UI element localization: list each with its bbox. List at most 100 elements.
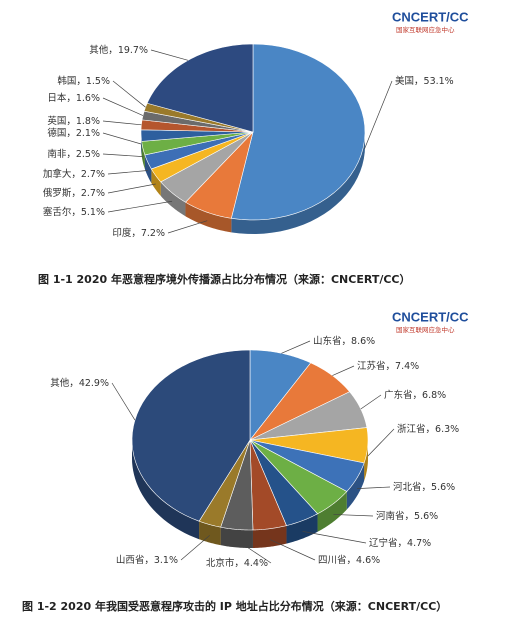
data-label: 其他，42.9% bbox=[50, 377, 109, 389]
slice-side bbox=[231, 132, 365, 234]
slice-side-face bbox=[160, 181, 186, 217]
label-category: 辽宁省 bbox=[369, 537, 398, 549]
label-value: 1.6% bbox=[76, 93, 100, 104]
leader-line bbox=[333, 514, 374, 517]
slice bbox=[249, 439, 287, 531]
label-category: 英国 bbox=[47, 115, 66, 127]
leader-line bbox=[102, 97, 144, 116]
label-category: 山西省 bbox=[116, 554, 145, 566]
slice-side bbox=[220, 527, 253, 548]
label-value: 6.8% bbox=[422, 390, 446, 401]
label-value: 5.6% bbox=[414, 511, 438, 522]
label-separator: ， bbox=[386, 361, 396, 372]
slice-side-shade bbox=[141, 141, 145, 169]
data-label: 其他，19.7% bbox=[89, 44, 148, 56]
label-value: 19.7% bbox=[118, 45, 148, 56]
slice-side bbox=[364, 440, 368, 481]
data-label: 河南省，5.6% bbox=[376, 510, 438, 522]
slice-side-face bbox=[199, 521, 221, 546]
slice-side-shade bbox=[286, 513, 318, 544]
leader-line bbox=[150, 49, 189, 61]
label-category: 河南省 bbox=[376, 510, 405, 522]
label-category: 江苏省 bbox=[357, 360, 386, 372]
leader-line bbox=[107, 183, 156, 194]
slice-side-face bbox=[231, 132, 365, 234]
slice-side bbox=[185, 202, 232, 233]
label-category: 美国 bbox=[395, 75, 414, 87]
leader-line bbox=[269, 539, 316, 561]
slice-side-shade bbox=[317, 491, 347, 532]
slice-side-shade bbox=[252, 525, 287, 548]
data-label: 印度，7.2% bbox=[112, 227, 165, 239]
slice bbox=[160, 131, 254, 203]
slice-side bbox=[151, 168, 161, 196]
leader-line bbox=[364, 80, 393, 150]
logo: CNCERT/CC bbox=[392, 309, 469, 324]
label-separator: ， bbox=[71, 188, 81, 199]
slice bbox=[150, 131, 254, 183]
leader-line bbox=[111, 382, 136, 421]
label-category: 韩国 bbox=[57, 75, 76, 87]
label-separator: ， bbox=[66, 93, 76, 104]
data-label: 俄罗斯，2.7% bbox=[43, 187, 105, 199]
label-separator: ， bbox=[69, 378, 79, 389]
slice-side bbox=[141, 141, 145, 169]
slice bbox=[249, 439, 365, 492]
slice-side-shade bbox=[151, 168, 161, 196]
slice-side-shade bbox=[185, 202, 232, 233]
label-value: 7.4% bbox=[395, 361, 419, 372]
leader-line bbox=[102, 132, 142, 145]
label-value: 4.6% bbox=[356, 555, 380, 566]
label-value: 5.1% bbox=[81, 207, 105, 218]
label-separator: ， bbox=[342, 336, 352, 347]
label-category: 北京市 bbox=[206, 557, 235, 569]
data-label: 韩国，1.5% bbox=[57, 75, 110, 87]
slice bbox=[249, 349, 312, 441]
label-value: 8.6% bbox=[351, 336, 375, 347]
slice-side-face bbox=[185, 202, 232, 233]
leader-line bbox=[112, 80, 146, 108]
label-category: 德国 bbox=[47, 127, 66, 139]
leader-line bbox=[167, 220, 208, 234]
slice-side-shade bbox=[364, 440, 368, 481]
data-label: 江苏省，7.4% bbox=[357, 360, 419, 372]
slice-side-face bbox=[144, 154, 152, 183]
label-separator: ， bbox=[108, 45, 118, 56]
slice-side bbox=[199, 521, 221, 546]
label-separator: ， bbox=[234, 558, 244, 569]
data-label: 日本，1.6% bbox=[47, 92, 100, 104]
slice-side-face bbox=[252, 525, 287, 548]
leader-line bbox=[367, 428, 395, 457]
slice-side-face bbox=[346, 462, 365, 510]
slice-side bbox=[346, 462, 365, 510]
leader-line bbox=[236, 539, 272, 564]
label-category: 四川省 bbox=[318, 554, 347, 566]
label-separator: ， bbox=[347, 555, 357, 566]
slice-side-shade bbox=[199, 521, 221, 546]
slice-side-shade bbox=[132, 440, 200, 540]
label-value: 1.8% bbox=[76, 116, 100, 127]
label-separator: ， bbox=[144, 555, 154, 566]
slice bbox=[141, 131, 254, 156]
label-separator: ， bbox=[66, 116, 76, 127]
label-category: 印度 bbox=[112, 227, 132, 239]
label-separator: ， bbox=[131, 228, 141, 239]
leader-line bbox=[281, 340, 311, 354]
leader-line bbox=[102, 120, 142, 126]
slice-side-face bbox=[132, 440, 200, 540]
caption: 图 1-1 2020 年恶意程序境外传播源占比分布情况（来源：CNCERT/CC… bbox=[38, 272, 410, 286]
data-label: 德国，2.1% bbox=[47, 127, 100, 139]
label-value: 6.3% bbox=[435, 424, 459, 435]
slice bbox=[146, 43, 254, 133]
slice-side-shade bbox=[220, 527, 253, 548]
caption: 图 1-2 2020 年我国受恶意程序攻击的 IP 地址占比分布情况（来源：CN… bbox=[22, 599, 447, 613]
label-value: 42.9% bbox=[79, 378, 109, 389]
label-category: 广东省 bbox=[384, 389, 413, 401]
data-label: 塞舌尔，5.1% bbox=[43, 206, 105, 218]
label-separator: ， bbox=[398, 538, 408, 549]
label-separator: ， bbox=[405, 511, 415, 522]
label-value: 7.2% bbox=[141, 228, 165, 239]
slice-side-face bbox=[317, 491, 347, 532]
logo: CNCERT/CC bbox=[392, 9, 469, 24]
